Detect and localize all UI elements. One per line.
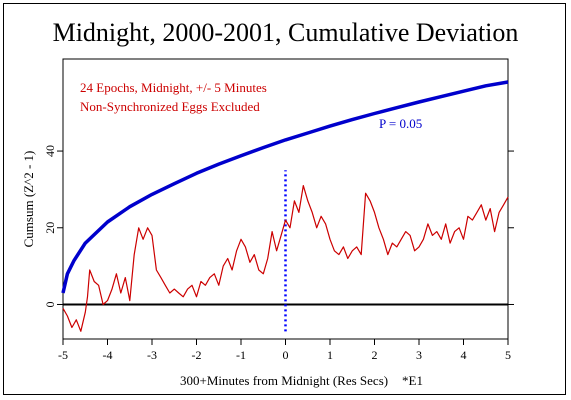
- x-tick-label-10: 5: [505, 348, 511, 362]
- annotation-p-value: P = 0.05: [379, 116, 422, 131]
- x-tick-label-8: 3: [416, 348, 422, 362]
- y-axis-label: Cumsum (Z^2 - 1): [21, 151, 36, 248]
- x-axis-label-text: 300+Minutes from Midnight (Res Secs): [180, 373, 388, 388]
- p005-envelope-line: [61, 80, 509, 294]
- x-tick-label-4: -1: [236, 348, 246, 362]
- x-tick-label-5: 0: [283, 348, 289, 362]
- reference-lines: [63, 170, 508, 332]
- labels-group: 24 Epochs, Midnight, +/- 5 Minutes Non-S…: [21, 80, 423, 388]
- x-tick-label-6: 1: [327, 348, 333, 362]
- y-tick-label-1: 20: [43, 222, 57, 234]
- y-tick-label-0: 0: [43, 301, 57, 307]
- chart-title: Midnight, 2000-2001, Cumulative Deviatio…: [52, 18, 519, 47]
- annotation-eggs: Non-Synchronized Eggs Excluded: [80, 99, 260, 114]
- x-tick-label-2: -3: [147, 348, 157, 362]
- x-tick-label-7: 2: [372, 348, 378, 362]
- y-tick-label-2: 40: [43, 145, 57, 157]
- figure-frame: [3, 3, 566, 395]
- axes-group: -5 -4 -3 -2 -1 0 1 2 3 4 5 0 20 40: [43, 145, 514, 362]
- x-axis-label: 300+Minutes from Midnight (Res Secs): [180, 373, 388, 388]
- series-group: [61, 80, 509, 332]
- cumulative-deviation-line: [62, 185, 509, 332]
- annotation-epochs: 24 Epochs, Midnight, +/- 5 Minutes: [80, 80, 267, 95]
- x-tick-label-0: -5: [58, 348, 68, 362]
- x-tick-label-9: 4: [461, 348, 467, 362]
- x-tick-label-3: -2: [192, 348, 202, 362]
- x-tick-label-1: -4: [103, 348, 113, 362]
- x-axis-label-suffix: *E1: [402, 373, 423, 388]
